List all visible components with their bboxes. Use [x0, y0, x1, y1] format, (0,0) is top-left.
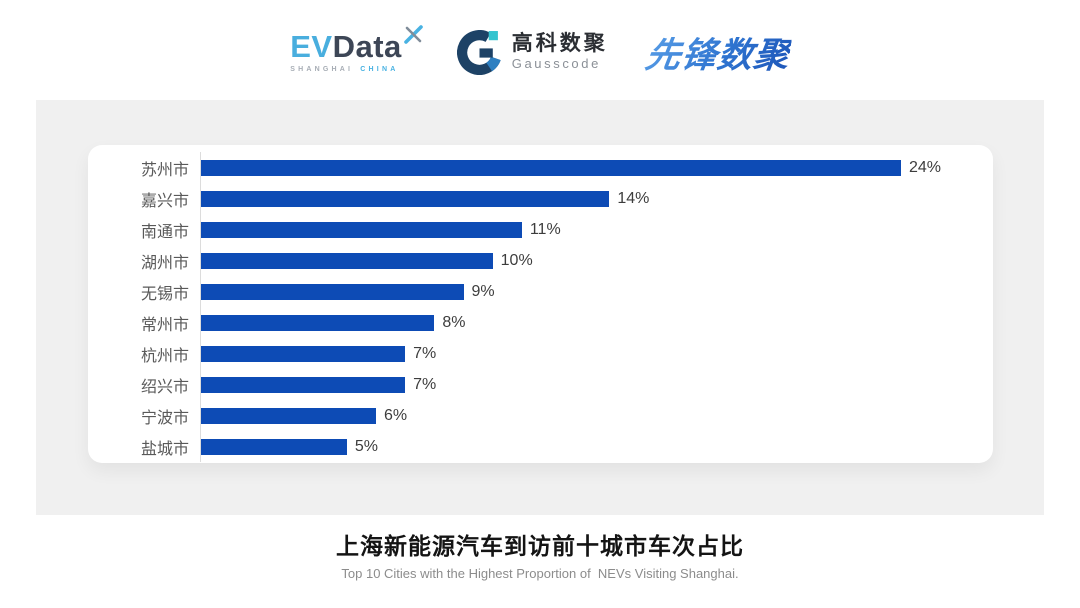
bar-track: 14%	[200, 183, 993, 214]
evdata-data-text: Data	[332, 29, 402, 64]
bar	[201, 314, 435, 331]
chart-row: 无锡市 9%	[88, 276, 993, 307]
chart-row: 绍兴市 7%	[88, 369, 993, 400]
value-label: 7%	[413, 344, 437, 362]
evdata-tagline: SHANGHAI CHINA	[290, 66, 398, 73]
bar	[201, 190, 610, 207]
value-label: 14%	[617, 189, 650, 207]
bar	[201, 438, 347, 455]
category-label: 宁波市	[140, 409, 189, 427]
evdata-wordmark: EV Data	[290, 25, 423, 64]
gausscode-logo: 高科数聚 Gausscode	[456, 29, 608, 75]
value-label: 5%	[354, 437, 378, 455]
bar	[201, 376, 406, 393]
category-label: 湖州市	[140, 254, 189, 272]
bar	[201, 283, 464, 300]
chart-rows: 苏州市 24% 嘉兴市 14% 南通市 11% 湖州市 10% 无锡市 9% 常州市 8% 杭州市 7% 绍…	[88, 152, 993, 462]
gausscode-mark-icon	[456, 29, 501, 75]
category-label: 苏州市	[140, 161, 189, 179]
bar-track: 9%	[200, 276, 993, 307]
logo-header: EV Data SHANGHAI CHINA 高科数聚 Gau	[0, 20, 1080, 84]
bar	[201, 252, 493, 269]
chart-row: 嘉兴市 14%	[88, 183, 993, 214]
bar-track: 11%	[200, 214, 993, 245]
bar	[201, 221, 522, 238]
category-label: 嘉兴市	[140, 192, 189, 210]
chart-row: 苏州市 24%	[88, 152, 993, 183]
value-label: 6%	[384, 406, 408, 424]
bar-track: 6%	[200, 400, 993, 431]
pioneer-wordmark-text: 先锋数聚	[642, 27, 793, 78]
chart-row: 湖州市 10%	[88, 245, 993, 276]
bar-track: 7%	[200, 338, 993, 369]
chart-title: 上海新能源汽车到访前十城市车次占比	[336, 533, 744, 559]
value-label: 24%	[909, 158, 942, 176]
chart-row: 宁波市 6%	[88, 400, 993, 431]
bar-track: 5%	[200, 431, 993, 462]
chart-row: 盐城市 5%	[88, 431, 993, 462]
chart-subtitle: Top 10 Cities with the Highest Proportio…	[341, 566, 739, 581]
chart-row: 常州市 8%	[88, 307, 993, 338]
evdata-x-icon	[403, 25, 423, 44]
value-label: 10%	[500, 251, 533, 269]
category-label: 杭州市	[140, 347, 189, 365]
bar	[201, 407, 376, 424]
bar-track: 8%	[200, 307, 993, 338]
chart-row: 南通市 11%	[88, 214, 993, 245]
category-label: 南通市	[140, 223, 189, 241]
evdata-ev-text: EV	[290, 29, 333, 64]
caption-block: 上海新能源汽车到访前十城市车次占比 Top 10 Cities with the…	[0, 527, 1080, 581]
chart-card: 苏州市 24% 嘉兴市 14% 南通市 11% 湖州市 10% 无锡市 9% 常州市 8% 杭州市 7% 绍…	[88, 145, 993, 463]
chart-panel: 苏州市 24% 嘉兴市 14% 南通市 11% 湖州市 10% 无锡市 9% 常州市 8% 杭州市 7% 绍…	[36, 100, 1044, 515]
evdata-tagline-china: CHINA	[360, 66, 399, 73]
value-label: 8%	[442, 313, 466, 331]
bar-track: 10%	[200, 245, 993, 276]
bar-track: 7%	[200, 369, 993, 400]
value-label: 9%	[471, 282, 495, 300]
bar	[201, 159, 901, 176]
chart-row: 杭州市 7%	[88, 338, 993, 369]
bar-track: 24%	[200, 152, 993, 183]
gausscode-cn-text: 高科数聚	[511, 32, 608, 56]
value-label: 11%	[529, 220, 561, 238]
pioneer-logo: 先锋数聚	[643, 27, 792, 78]
evdata-tagline-shanghai: SHANGHAI	[290, 66, 354, 73]
gausscode-wordmark: 高科数聚 Gausscode	[512, 32, 608, 71]
evdata-logo: EV Data SHANGHAI CHINA	[290, 25, 423, 73]
gausscode-en-text: Gausscode	[511, 56, 601, 72]
category-label: 绍兴市	[140, 378, 189, 396]
category-label: 盐城市	[140, 440, 189, 458]
category-label: 常州市	[140, 316, 189, 334]
value-label: 7%	[413, 375, 437, 393]
bar	[201, 345, 406, 362]
category-label: 无锡市	[140, 285, 189, 303]
